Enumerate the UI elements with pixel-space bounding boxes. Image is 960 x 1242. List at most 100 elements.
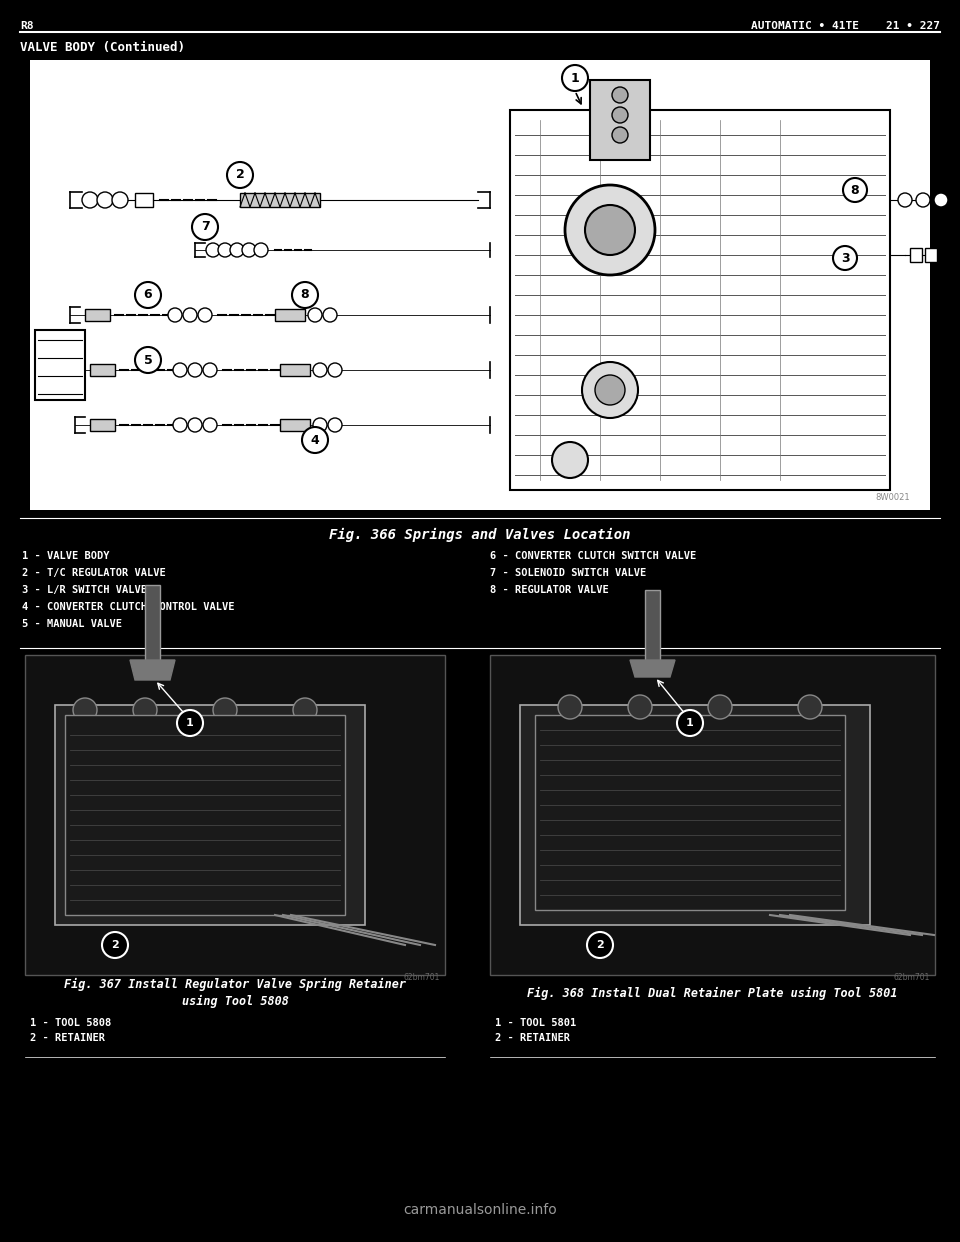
Text: 8: 8 [851, 184, 859, 196]
Bar [135, 193, 153, 207]
Circle shape [595, 375, 625, 405]
Bar [90, 419, 115, 431]
Circle shape [198, 308, 212, 322]
Circle shape [313, 419, 327, 432]
Circle shape [168, 308, 182, 322]
Circle shape [112, 193, 128, 207]
Bar [520, 705, 870, 925]
Circle shape [328, 419, 342, 432]
Text: VALVE BODY (Continued): VALVE BODY (Continued) [20, 41, 185, 55]
Circle shape [135, 347, 161, 373]
Circle shape [833, 246, 857, 270]
Text: 1 - VALVE BODY: 1 - VALVE BODY [22, 551, 109, 561]
Circle shape [183, 308, 197, 322]
Text: 4: 4 [311, 433, 320, 447]
Text: 62bm701: 62bm701 [403, 972, 440, 982]
Circle shape [328, 363, 342, 378]
Bar [25, 655, 445, 975]
Circle shape [177, 710, 203, 737]
Bar [535, 715, 845, 910]
Text: 7 - SOLENOID SWITCH VALVE: 7 - SOLENOID SWITCH VALVE [490, 568, 646, 578]
Circle shape [188, 363, 202, 378]
Circle shape [612, 107, 628, 123]
Circle shape [97, 193, 113, 207]
Circle shape [585, 205, 635, 255]
Text: 2 - RETAINER: 2 - RETAINER [495, 1033, 570, 1043]
Bar [65, 715, 345, 915]
Circle shape [562, 65, 588, 91]
Circle shape [628, 696, 652, 719]
Circle shape [192, 214, 218, 240]
Bar [240, 193, 320, 207]
Circle shape [916, 193, 930, 207]
Bar [510, 111, 890, 491]
Text: 1: 1 [186, 718, 194, 728]
Text: 1 - TOOL 5801: 1 - TOOL 5801 [495, 1018, 576, 1028]
Circle shape [173, 419, 187, 432]
Circle shape [218, 243, 232, 257]
Circle shape [293, 698, 317, 722]
Circle shape [173, 363, 187, 378]
Bar [85, 309, 110, 320]
Text: 2 - RETAINER: 2 - RETAINER [30, 1033, 105, 1043]
Text: 6 - CONVERTER CLUTCH SWITCH VALVE: 6 - CONVERTER CLUTCH SWITCH VALVE [490, 551, 696, 561]
Text: 2: 2 [596, 940, 604, 950]
Text: 1: 1 [686, 718, 694, 728]
Circle shape [188, 419, 202, 432]
Circle shape [302, 427, 328, 453]
Circle shape [934, 193, 948, 207]
Text: R8: R8 [20, 21, 34, 31]
Circle shape [708, 696, 732, 719]
Text: 62bm701: 62bm701 [894, 972, 930, 982]
Polygon shape [130, 660, 175, 681]
Text: 8: 8 [300, 288, 309, 302]
Bar [30, 60, 930, 510]
Text: 4 - CONVERTER CLUTCH CONTROL VALVE: 4 - CONVERTER CLUTCH CONTROL VALVE [22, 602, 234, 612]
Text: Fig. 366 Springs and Valves Location: Fig. 366 Springs and Valves Location [329, 528, 631, 542]
Circle shape [135, 282, 161, 308]
Circle shape [292, 282, 318, 308]
Circle shape [227, 161, 253, 188]
Bar [90, 364, 115, 376]
Bar [55, 705, 365, 925]
Bar [910, 248, 922, 262]
Circle shape [565, 185, 655, 274]
Circle shape [587, 932, 613, 958]
Circle shape [102, 932, 128, 958]
Text: 8 - REGULATOR VALVE: 8 - REGULATOR VALVE [490, 585, 609, 595]
Bar [145, 585, 160, 674]
Text: 8W0021: 8W0021 [876, 493, 910, 502]
Text: 5 - MANUAL VALVE: 5 - MANUAL VALVE [22, 619, 122, 628]
Circle shape [612, 127, 628, 143]
Text: AUTOMATIC • 41TE    21 • 227: AUTOMATIC • 41TE 21 • 227 [751, 21, 940, 31]
Text: carmanualsonline.info: carmanualsonline.info [403, 1203, 557, 1217]
Circle shape [242, 243, 256, 257]
Circle shape [612, 87, 628, 103]
Circle shape [313, 363, 327, 378]
Text: 6: 6 [144, 288, 153, 302]
Text: 2: 2 [111, 940, 119, 950]
Circle shape [323, 308, 337, 322]
Polygon shape [630, 660, 675, 677]
Circle shape [133, 698, 157, 722]
Text: 3: 3 [841, 251, 850, 265]
Circle shape [230, 243, 244, 257]
Circle shape [206, 243, 220, 257]
Text: 2: 2 [235, 169, 245, 181]
Text: 5: 5 [144, 354, 153, 366]
Circle shape [254, 243, 268, 257]
Circle shape [558, 696, 582, 719]
Bar [280, 419, 310, 431]
Bar [590, 79, 650, 160]
Bar [490, 655, 935, 975]
Bar [645, 590, 660, 674]
Circle shape [582, 361, 638, 419]
Text: Fig. 368 Install Dual Retainer Plate using Tool 5801: Fig. 368 Install Dual Retainer Plate usi… [527, 986, 898, 1000]
Text: Fig. 367 Install Regulator Valve Spring Retainer
using Tool 5808: Fig. 367 Install Regulator Valve Spring … [64, 977, 406, 1009]
Circle shape [308, 308, 322, 322]
Circle shape [203, 419, 217, 432]
Circle shape [898, 193, 912, 207]
Bar [275, 309, 305, 320]
Text: 7: 7 [201, 221, 209, 233]
Text: 3 - L/R SWITCH VALVE: 3 - L/R SWITCH VALVE [22, 585, 147, 595]
